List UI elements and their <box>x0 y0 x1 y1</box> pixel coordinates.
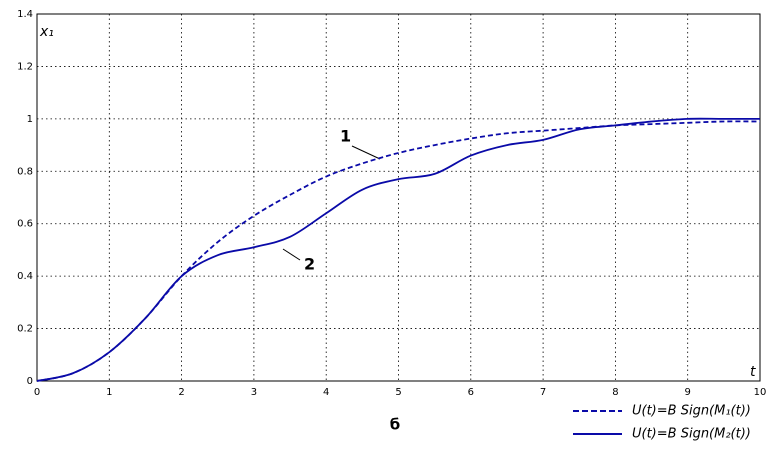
x-tick-label: 2 <box>178 387 184 398</box>
x-tick-label: 7 <box>540 387 546 398</box>
y-tick-label: 1.4 <box>17 9 33 20</box>
y-tick-label: 1.2 <box>17 61 33 72</box>
x-axis-label: t <box>750 364 756 380</box>
y-tick-label: 1 <box>27 114 33 125</box>
x-tick-label: 4 <box>323 387 329 398</box>
y-axis-label: x₁ <box>39 24 54 40</box>
leader-line <box>351 145 381 160</box>
legend-label: U(t)=B Sign(M₂(t)) <box>632 427 751 442</box>
x-tick-label: 9 <box>685 387 691 398</box>
x-tick-label: 10 <box>754 387 767 398</box>
leader-line <box>282 248 301 261</box>
annotation: 1 <box>340 127 351 146</box>
y-tick-label: 0.8 <box>17 166 33 177</box>
legend-label: U(t)=B Sign(M₁(t)) <box>632 404 751 419</box>
series-line <box>36 117 761 382</box>
x-tick-label: 5 <box>395 387 401 398</box>
y-tick-label: 0.6 <box>17 219 33 230</box>
x-tick-label: 8 <box>612 387 618 398</box>
x-tick-label: 1 <box>106 387 112 398</box>
x-tick-label: 6 <box>468 387 474 398</box>
caption: б <box>390 416 400 434</box>
annotation: 2 <box>304 255 315 274</box>
y-tick-label: 0.4 <box>17 271 33 282</box>
y-tick-label: 0 <box>27 376 33 387</box>
series-line <box>36 120 761 382</box>
x-tick-label: 0 <box>34 387 40 398</box>
x-tick-label: 3 <box>251 387 257 398</box>
y-tick-label: 0.2 <box>17 324 33 335</box>
